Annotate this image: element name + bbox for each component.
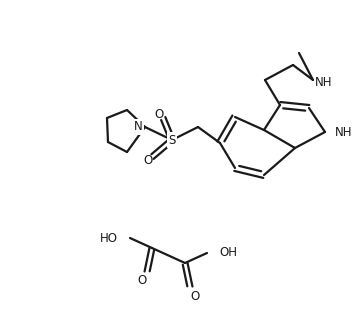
Text: O: O [190,290,199,303]
Text: O: O [137,274,147,287]
Text: N: N [134,121,143,133]
Text: NH: NH [315,75,333,88]
Text: HO: HO [100,232,118,245]
Text: O: O [154,108,164,121]
Text: S: S [168,133,176,146]
Text: OH: OH [219,247,237,260]
Text: O: O [143,155,153,168]
Text: NH: NH [335,125,353,138]
